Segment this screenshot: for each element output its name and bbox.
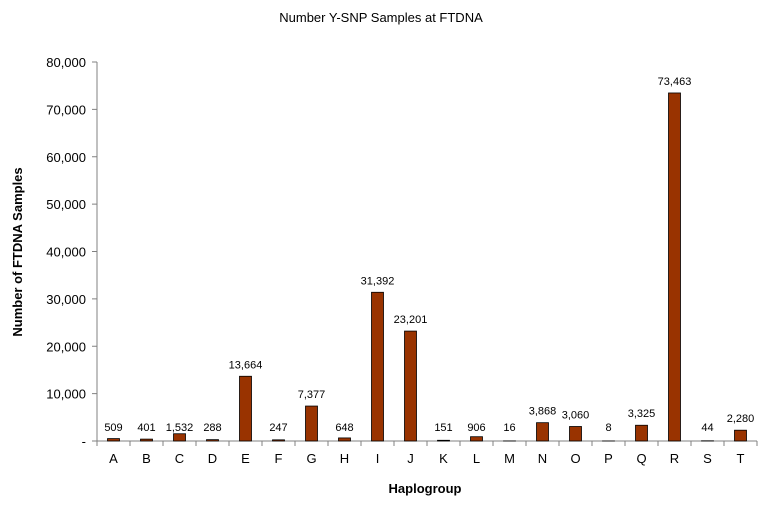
bar-E (240, 376, 252, 441)
data-label-C: 1,532 (166, 422, 194, 434)
data-label-N: 3,868 (529, 406, 557, 418)
x-tick-label: M (504, 451, 515, 466)
data-label-D: 288 (203, 422, 221, 434)
bar-C (174, 434, 186, 441)
x-tick-label: L (473, 451, 480, 466)
bar-G (306, 406, 318, 441)
bar-B (141, 439, 153, 441)
x-tick-label: P (604, 451, 613, 466)
bar-A (108, 439, 120, 441)
data-label-L: 906 (467, 422, 485, 434)
x-tick-label: R (670, 451, 679, 466)
y-tick-label: 30,000 (46, 292, 86, 307)
data-label-K: 151 (434, 422, 452, 434)
y-tick-label: - (82, 434, 86, 449)
x-tick-label: N (538, 451, 547, 466)
chart-title: Number Y-SNP Samples at FTDNA (279, 10, 483, 25)
bar-J (405, 331, 417, 441)
bar-L (471, 437, 483, 441)
data-label-J: 23,201 (394, 314, 428, 326)
x-tick-label: B (142, 451, 151, 466)
data-label-Q: 3,325 (628, 408, 656, 420)
x-tick-label: O (570, 451, 580, 466)
x-tick-label: T (737, 451, 745, 466)
y-tick-label: 70,000 (46, 102, 86, 117)
y-tick-label: 60,000 (46, 150, 86, 165)
x-tick-label: C (175, 451, 184, 466)
bar-T (735, 430, 747, 441)
data-label-M: 16 (503, 422, 515, 434)
data-label-T: 2,280 (727, 413, 755, 425)
x-tick-label: I (376, 451, 380, 466)
bar-O (570, 427, 582, 441)
data-label-I: 31,392 (361, 275, 395, 287)
y-tick-label: 20,000 (46, 339, 86, 354)
data-label-A: 509 (104, 422, 122, 434)
y-tick-label: 80,000 (46, 55, 86, 70)
x-tick-label: J (407, 451, 414, 466)
data-label-F: 247 (269, 422, 287, 434)
bar-Q (636, 425, 648, 441)
y-axis-title: Number of FTDNA Samples (10, 167, 25, 336)
y-tick-label: 40,000 (46, 245, 86, 260)
x-tick-label: E (241, 451, 250, 466)
bar-N (537, 423, 549, 441)
data-label-S: 44 (701, 422, 713, 434)
bar-F (273, 440, 285, 441)
bar-D (207, 440, 219, 441)
x-tick-label: A (109, 451, 118, 466)
data-label-B: 401 (137, 422, 155, 434)
data-label-R: 73,463 (658, 76, 692, 88)
x-tick-label: S (703, 451, 712, 466)
x-tick-label: K (439, 451, 448, 466)
x-axis-title: Haplogroup (389, 481, 462, 496)
bar-I (372, 292, 384, 441)
plot-area: - 10,000 20,000 30,000 40,000 50,000 60,000 70,… (46, 55, 757, 466)
x-tick-label: H (340, 451, 349, 466)
y-tick-label: 50,000 (46, 197, 86, 212)
data-label-G: 7,377 (298, 389, 326, 401)
y-tick-label: 10,000 (46, 387, 86, 402)
bar-K (438, 440, 450, 441)
bar-H (339, 438, 351, 441)
data-label-E: 13,664 (229, 359, 263, 371)
data-label-O: 3,060 (562, 410, 590, 422)
x-tick-label: G (306, 451, 316, 466)
data-label-P: 8 (605, 422, 611, 434)
data-label-H: 648 (335, 422, 353, 434)
x-tick-label: F (275, 451, 283, 466)
x-tick-label: Q (636, 451, 646, 466)
bar-R (669, 93, 681, 441)
x-tick-label: D (208, 451, 217, 466)
